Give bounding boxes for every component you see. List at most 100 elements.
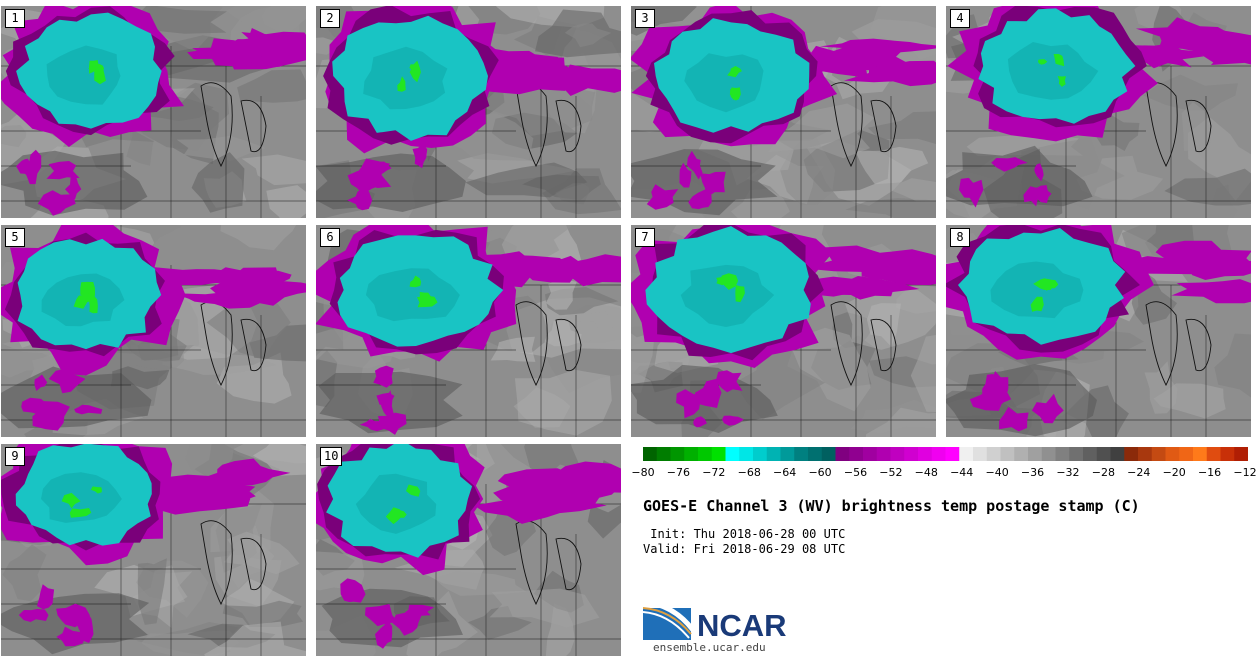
map-texture	[1095, 114, 1140, 151]
map-texture	[465, 162, 588, 198]
map-texture	[946, 364, 1097, 437]
coldest-tops	[735, 285, 745, 303]
map-texture	[137, 558, 167, 625]
map-texture	[266, 185, 306, 218]
cloud-shield-core	[41, 472, 122, 523]
coldest-tops	[1057, 76, 1066, 87]
coldest-tops	[80, 281, 95, 296]
map-texture	[867, 111, 936, 145]
map-texture	[2, 544, 47, 602]
map-lake	[555, 99, 582, 153]
map-texture	[237, 69, 306, 103]
convective-cell	[347, 187, 373, 211]
map-texture	[191, 152, 245, 213]
convective-cell	[373, 365, 394, 388]
convective-cell	[46, 161, 80, 180]
colorbar-tick-label: −32	[1056, 466, 1080, 479]
map-texture	[1164, 168, 1251, 206]
convective-cell	[412, 143, 428, 169]
colorbar-swatch	[1179, 447, 1194, 461]
panel-label: 10	[320, 447, 343, 466]
panel-label: 4	[950, 9, 970, 28]
colorbar-swatch	[973, 447, 988, 461]
panel-label: 5	[5, 228, 25, 247]
map-texture	[1214, 333, 1251, 398]
cloud-streak	[1135, 17, 1251, 51]
panel-6: 6	[316, 225, 621, 437]
colorbar-swatch	[821, 447, 837, 461]
cloud-streak	[210, 267, 306, 306]
map-4	[946, 6, 1251, 218]
map-texture	[544, 320, 582, 347]
colorbar-tick-label: −80	[631, 466, 655, 479]
panel-2: 2	[316, 6, 621, 218]
panel-8: 8	[946, 225, 1251, 437]
logo-text: NCAR	[697, 608, 787, 643]
convective-cell	[48, 366, 86, 394]
colorbar-swatch	[1096, 447, 1112, 461]
map-texture	[910, 334, 936, 412]
coldest-tops	[94, 66, 106, 85]
cloud-shield-core	[1007, 42, 1099, 100]
coldest-tops	[389, 509, 407, 519]
map-texture	[225, 6, 306, 40]
cloud-shield-core	[46, 45, 121, 105]
colorbar-tick-label: −56	[843, 466, 868, 479]
colorbar-swatch	[1069, 447, 1084, 461]
colorbar-swatch	[904, 447, 919, 461]
colorbar-tick-label: −64	[773, 466, 797, 479]
cloud-shield-core	[680, 264, 775, 327]
convective-cell	[37, 190, 76, 216]
map-texture	[489, 588, 600, 628]
map-texture	[220, 225, 297, 251]
map-texture	[223, 531, 300, 575]
coldest-tops	[73, 292, 97, 309]
ncar-logo-icon	[643, 600, 695, 640]
cloud-shield-core	[363, 46, 448, 110]
map-lake	[200, 520, 233, 606]
map-lake	[870, 99, 897, 153]
map-8	[946, 225, 1251, 437]
colorbar-tick-label: −12	[1233, 466, 1257, 479]
coldest-tops	[397, 76, 406, 92]
colorbar-swatch	[1110, 447, 1125, 461]
colorbar-tick-label: −36	[1020, 466, 1045, 479]
map-lake	[555, 318, 582, 372]
colorbar-tick-label: −40	[985, 466, 1009, 479]
convective-cell	[74, 404, 103, 415]
map-lake	[515, 520, 548, 606]
convective-cell	[375, 620, 393, 649]
colorbar-swatch	[766, 447, 782, 461]
map-lake	[515, 301, 548, 387]
map-lake	[200, 82, 233, 168]
convective-cell	[985, 371, 1009, 405]
colorbar-swatch	[711, 447, 727, 461]
chart-title: GOES-E Channel 3 (WV) brightness temp po…	[643, 497, 1140, 515]
colorbar-tick-label: −52	[879, 466, 903, 479]
map-texture	[1144, 361, 1178, 414]
colorbar	[643, 447, 1248, 461]
map-texture	[893, 178, 936, 202]
panel-7: 7	[631, 225, 936, 437]
convective-cell	[347, 170, 384, 192]
colorbar-swatch	[643, 447, 658, 461]
panel-10: 10	[316, 444, 621, 656]
colorbar-swatch	[1041, 447, 1057, 461]
init-time: Init: Thu 2018-06-28 00 UTC	[643, 527, 846, 541]
coldest-tops	[727, 66, 742, 78]
map-lake	[1185, 99, 1212, 153]
convective-cell	[16, 158, 35, 177]
map-2	[316, 6, 621, 218]
panel-label: 6	[320, 228, 340, 247]
colorbar-tick-label: −44	[950, 466, 974, 479]
map-6	[316, 225, 621, 437]
coldest-tops	[1033, 278, 1055, 290]
coldest-tops	[1053, 54, 1065, 67]
map-texture	[631, 331, 655, 393]
map-texture	[468, 605, 532, 640]
colorbar-swatch	[1028, 447, 1043, 461]
map-texture	[176, 135, 266, 162]
convective-cell	[368, 161, 392, 174]
map-texture	[1143, 74, 1238, 111]
convective-cell	[1034, 163, 1044, 182]
